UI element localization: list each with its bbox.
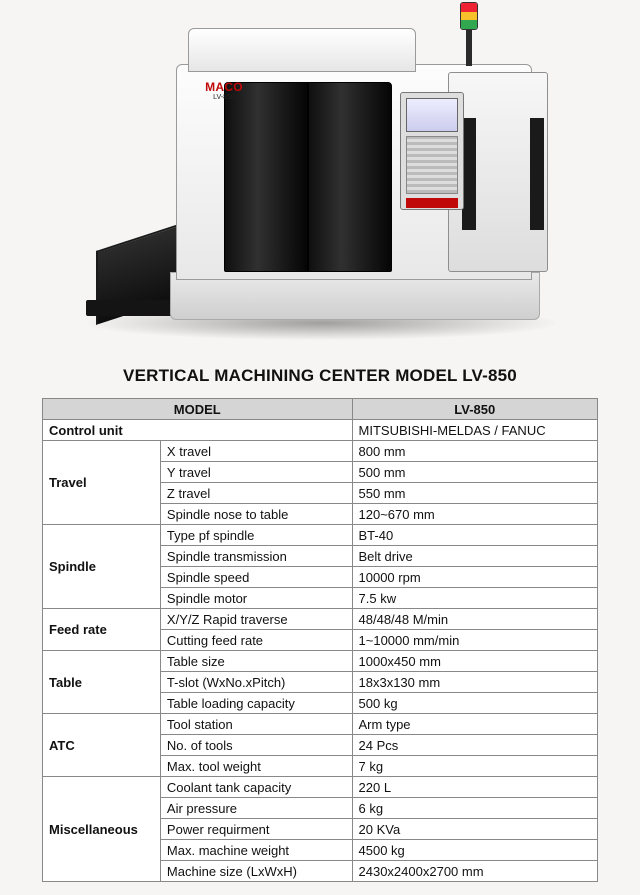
header-model-label: MODEL [43, 399, 353, 420]
signal-light-stack [460, 2, 478, 30]
spec-param-value: 7 kg [352, 756, 597, 777]
spec-group-label: Feed rate [43, 609, 161, 651]
spec-group-label: Spindle [43, 525, 161, 609]
spec-param-label: Spindle motor [160, 588, 352, 609]
spec-param-label: Coolant tank capacity [160, 777, 352, 798]
signal-light-red [461, 3, 477, 12]
signal-light-amber [461, 12, 477, 21]
table-header-row: MODEL LV-850 [43, 399, 598, 420]
spec-param-value: 220 L [352, 777, 597, 798]
spec-param-label: Type pf spindle [160, 525, 352, 546]
spec-param-value: 7.5 kw [352, 588, 597, 609]
spec-param-value: 1000x450 mm [352, 651, 597, 672]
spec-param-value: 2430x2400x2700 mm [352, 861, 597, 882]
spec-param-label: Spindle nose to table [160, 504, 352, 525]
spec-param-value: 500 mm [352, 462, 597, 483]
spec-table: MODEL LV-850 Control unit MITSUBISHI-MEL… [42, 398, 598, 882]
spec-group-label: Travel [43, 441, 161, 525]
spec-param-label: Tool station [160, 714, 352, 735]
spec-param-label: No. of tools [160, 735, 352, 756]
spec-param-value: 1~10000 mm/min [352, 630, 597, 651]
spec-param-value: BT-40 [352, 525, 597, 546]
brand-name: MACO [205, 80, 243, 94]
signal-light-green [461, 20, 477, 29]
product-image: MACO LV-850 [0, 0, 640, 352]
spec-param-label: X/Y/Z Rapid traverse [160, 609, 352, 630]
spec-param-label: Max. tool weight [160, 756, 352, 777]
spec-param-label: Z travel [160, 483, 352, 504]
spec-param-label: Spindle speed [160, 567, 352, 588]
table-row: Control unit MITSUBISHI-MELDAS / FANUC [43, 420, 598, 441]
brand-logo: MACO LV-850 [196, 78, 252, 100]
table-row: Feed rateX/Y/Z Rapid traverse48/48/48 M/… [43, 609, 598, 630]
spec-param-label: Spindle transmission [160, 546, 352, 567]
table-row: TableTable size1000x450 mm [43, 651, 598, 672]
machine-door-right [308, 82, 392, 272]
spec-param-value: 24 Pcs [352, 735, 597, 756]
spec-param-value: 4500 kg [352, 840, 597, 861]
spec-param-label: Max. machine weight [160, 840, 352, 861]
spec-param-label: T-slot (WxNo.xPitch) [160, 672, 352, 693]
table-row: ATCTool stationArm type [43, 714, 598, 735]
spec-param-value: 20 KVa [352, 819, 597, 840]
spec-param-value: 550 mm [352, 483, 597, 504]
spec-param-value: 500 kg [352, 693, 597, 714]
table-row: MiscellaneousCoolant tank capacity220 L [43, 777, 598, 798]
control-unit-label: Control unit [43, 420, 353, 441]
spec-group-label: Miscellaneous [43, 777, 161, 882]
spec-param-value: 18x3x130 mm [352, 672, 597, 693]
spec-param-value: 800 mm [352, 441, 597, 462]
spec-param-label: Cutting feed rate [160, 630, 352, 651]
spec-param-label: Table size [160, 651, 352, 672]
table-row: TravelX travel800 mm [43, 441, 598, 462]
spec-param-value: Arm type [352, 714, 597, 735]
control-accent-strip [406, 198, 458, 208]
brand-model: LV-850 [196, 94, 252, 101]
page-title: VERTICAL MACHINING CENTER MODEL LV-850 [123, 366, 517, 386]
spec-param-value: 48/48/48 M/min [352, 609, 597, 630]
table-row: SpindleType pf spindleBT-40 [43, 525, 598, 546]
header-model-value: LV-850 [352, 399, 597, 420]
machine-column-top [188, 28, 416, 72]
machine-door-left [224, 82, 308, 272]
spec-param-label: Power requirment [160, 819, 352, 840]
spec-param-value: 10000 rpm [352, 567, 597, 588]
control-keypad [406, 136, 458, 194]
spec-group-label: Table [43, 651, 161, 714]
spec-param-label: Air pressure [160, 798, 352, 819]
spec-group-label: ATC [43, 714, 161, 777]
control-unit-value: MITSUBISHI-MELDAS / FANUC [352, 420, 597, 441]
spec-param-label: Machine size (LxWxH) [160, 861, 352, 882]
spec-param-label: Table loading capacity [160, 693, 352, 714]
spec-param-value: 120~670 mm [352, 504, 597, 525]
spec-param-label: Y travel [160, 462, 352, 483]
spec-param-label: X travel [160, 441, 352, 462]
spec-param-value: Belt drive [352, 546, 597, 567]
control-screen [406, 98, 458, 132]
spec-param-value: 6 kg [352, 798, 597, 819]
